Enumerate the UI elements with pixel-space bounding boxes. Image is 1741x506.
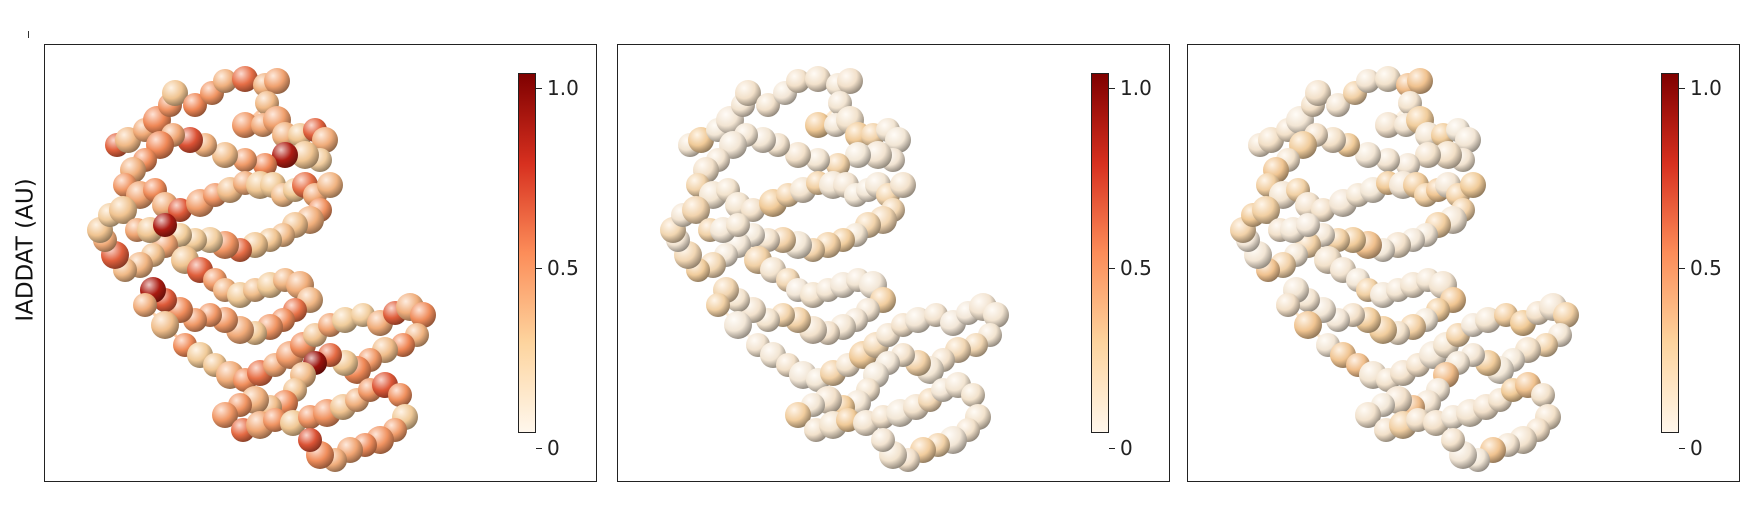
atom-sphere [213,69,237,93]
atom-sphere [1376,148,1400,172]
atom-sphere [1407,68,1433,94]
atom-sphere [890,172,916,198]
y-axis-label: IADDAT (AU) [4,140,48,360]
atom-sphere [741,198,765,222]
atom-sphere [845,142,871,168]
atom-sphere [264,68,290,94]
atom-sphere [1276,293,1300,317]
atom-sphere [756,93,780,117]
atom-sphere [410,302,436,328]
atom-sphere [1294,311,1322,339]
atom-sphere [233,148,257,172]
colorbar-tick-mid [1109,268,1115,269]
colorbar-a [518,73,536,433]
atom-sphere [312,127,338,153]
atom-sphere [253,153,277,177]
colorbar-label-min: 0 [1120,436,1133,460]
atom-sphere [1375,112,1401,138]
colorbar-b [1091,73,1109,433]
molecule-structure-b [660,66,1009,472]
colorbar-tick-top [1679,88,1685,89]
colorbar-label-max: 1.0 [1120,76,1152,100]
atom-sphere [317,172,343,198]
atom-sphere [806,148,830,172]
atom-sphere [272,142,298,168]
atom-sphere [785,142,811,168]
atom-sphere [153,213,177,237]
atom-sphere [162,80,188,106]
atom-sphere [724,311,752,339]
atom-sphere [805,112,831,138]
atom-sphere [212,142,238,168]
atom-sphere [1355,402,1381,428]
colorbar-tick-bottom [1109,448,1115,449]
panel-b: 1.0 0.5 0 [617,44,1170,482]
colorbar-c [1661,73,1679,433]
colorbar-tick-mid [536,268,542,269]
atom-sphere [1415,142,1441,168]
atom-sphere [298,428,322,452]
y-axis-label-text: IADDAT (AU) [13,178,40,322]
atom-sphere [1356,69,1380,93]
atom-sphere [1553,302,1579,328]
panel-a: 1.0 0.5 0 [44,44,597,482]
atom-sphere [232,66,258,92]
colorbar-label-max: 1.0 [1690,76,1722,100]
atom-sphere [1311,198,1335,222]
atom-sphere [682,196,710,224]
atom-sphere [706,293,730,317]
atom-sphere [133,293,157,317]
atom-sphere [885,127,911,153]
atom-sphere [1296,213,1320,237]
molecule-structure-c [1230,66,1579,472]
atom-sphere [864,141,892,169]
atom-sphere [1531,383,1555,407]
corner-tick-mark [28,31,29,38]
atom-sphere [1326,93,1350,117]
atom-sphere [212,402,238,428]
colorbar-tick-bottom [1679,448,1685,449]
colorbar-tick-bottom [536,448,542,449]
atom-sphere [1305,80,1331,106]
atom-sphere [1455,127,1481,153]
atom-sphere [735,80,761,106]
colorbar-label-min: 0 [1690,436,1703,460]
atom-sphere [1252,196,1280,224]
molecule-structure-a [87,66,436,472]
atom-sphere [786,69,810,93]
atom-sphere [837,68,863,94]
atom-sphere [388,383,412,407]
atom-sphere [871,428,895,452]
atom-sphere [961,383,985,407]
colorbar-tick-top [536,88,542,89]
colorbar-label-max: 1.0 [547,76,579,100]
atom-sphere [983,302,1009,328]
atom-sphere [826,153,850,177]
atom-sphere [168,198,192,222]
atom-sphere [1460,172,1486,198]
atom-sphere [1396,153,1420,177]
colorbar-tick-top [1109,88,1115,89]
colorbar-label-mid: 0.5 [547,256,579,280]
panel-c: 1.0 0.5 0 [1187,44,1740,482]
atom-sphere [151,311,179,339]
atom-sphere [1441,428,1465,452]
colorbar-label-mid: 0.5 [1690,256,1722,280]
atom-sphere [1434,141,1462,169]
colorbar-tick-mid [1679,268,1685,269]
atom-sphere [1375,66,1401,92]
atom-sphere [232,112,258,138]
atom-sphere [805,66,831,92]
atom-sphere [291,141,319,169]
atom-sphere [726,213,750,237]
atom-sphere [1355,142,1381,168]
colorbar-label-min: 0 [547,436,560,460]
atom-sphere [183,93,207,117]
atom-sphere [109,196,137,224]
colorbar-label-mid: 0.5 [1120,256,1152,280]
atom-sphere [785,402,811,428]
